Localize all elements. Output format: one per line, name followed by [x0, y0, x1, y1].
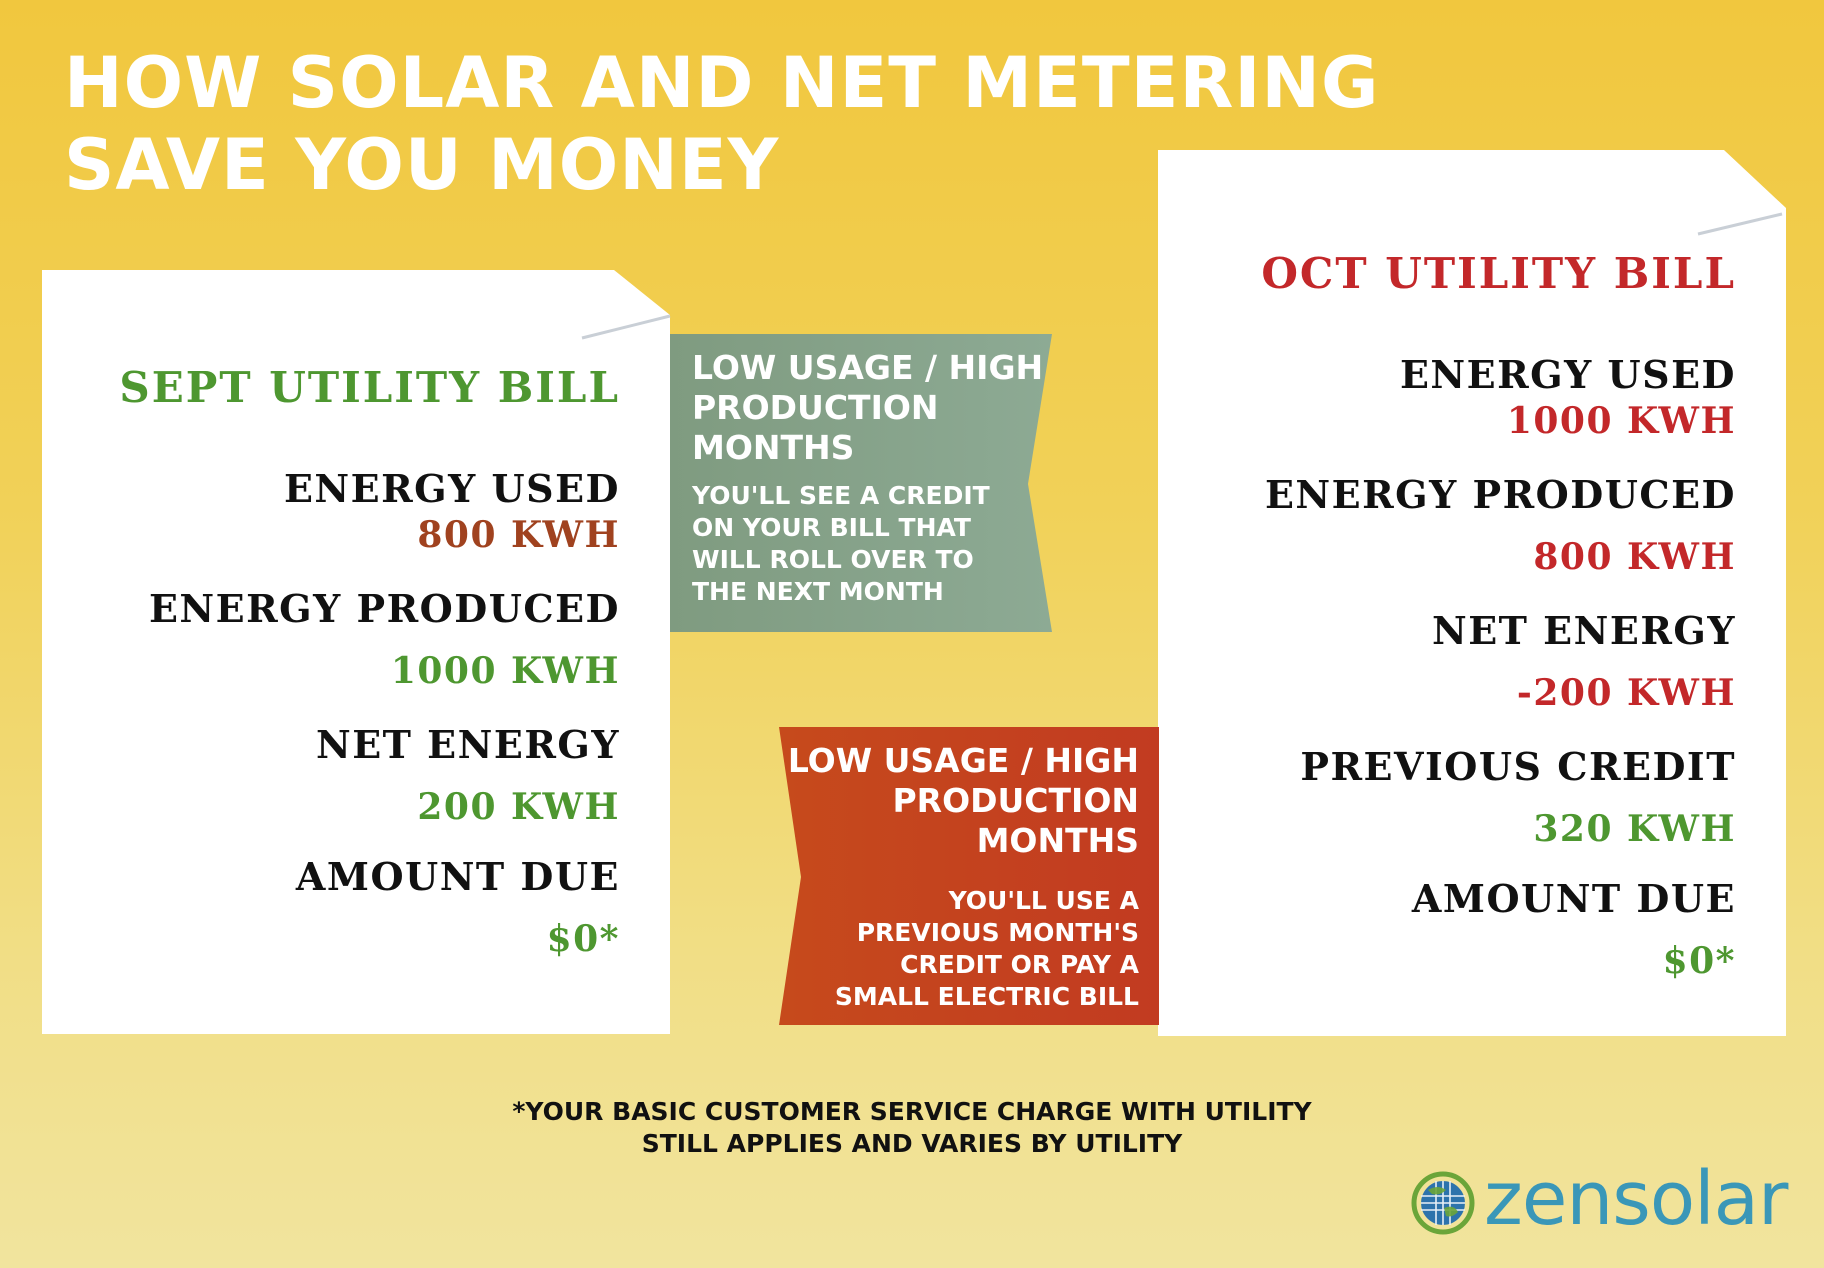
red-banner-heading: LOW USAGE / HIGH PRODUCTION MONTHS — [788, 741, 1139, 861]
oct-bill-card: OCT UTILITY BILL ENERGY USED 1000 KWH EN… — [1158, 150, 1786, 1036]
oct-previous-credit-label: PREVIOUS CREDIT — [1300, 744, 1736, 789]
title-line-2: SAVE YOU MONEY — [64, 124, 780, 206]
use-credit-banner: LOW USAGE / HIGH PRODUCTION MONTHS YOU'L… — [779, 727, 1159, 1025]
red-banner-body-line: SMALL ELECTRIC BILL — [834, 982, 1139, 1011]
green-banner-heading: LOW USAGE / HIGH PRODUCTION MONTHS — [692, 348, 1043, 468]
oct-net-energy-value: -200 KWH — [1516, 672, 1736, 714]
oct-energy-used-label: ENERGY USED — [1399, 352, 1736, 397]
footnote: *YOUR BASIC CUSTOMER SERVICE CHARGE WITH… — [0, 1096, 1824, 1160]
red-banner-body-line: PREVIOUS MONTH'S — [856, 918, 1139, 947]
green-banner-body-line: ON YOUR BILL THAT — [692, 513, 971, 542]
oct-energy-produced-label: ENERGY PRODUCED — [1264, 472, 1736, 517]
footnote-line-2: STILL APPLIES AND VARIES BY UTILITY — [641, 1129, 1183, 1158]
sept-net-energy-value: 200 KWH — [417, 786, 620, 828]
oct-energy-produced-value: 800 KWH — [1533, 536, 1736, 578]
red-banner-body-line: YOU'LL USE A — [948, 886, 1139, 915]
oct-amount-due-value: $0* — [1662, 940, 1736, 982]
sept-energy-used-label: ENERGY USED — [283, 466, 620, 511]
oct-energy-used-value: 1000 KWH — [1506, 400, 1736, 442]
sept-energy-used-value: 800 KWH — [417, 514, 620, 556]
sept-bill-heading: SEPT UTILITY BILL — [119, 363, 620, 412]
oct-bill-heading: OCT UTILITY BILL — [1261, 249, 1736, 298]
red-banner-heading-line: PRODUCTION — [892, 781, 1139, 820]
green-banner-body-line: YOU'LL SEE A CREDIT — [692, 481, 990, 510]
green-banner-body-line: WILL ROLL OVER TO — [692, 545, 974, 574]
red-banner-heading-line: MONTHS — [976, 821, 1139, 860]
sept-net-energy-label: NET ENERGY — [315, 722, 620, 767]
title-line-1: HOW SOLAR AND NET METERING — [64, 42, 1380, 124]
oct-previous-credit-value: 320 KWH — [1533, 808, 1736, 850]
green-banner-body: YOU'LL SEE A CREDIT ON YOUR BILL THAT WI… — [692, 480, 1043, 608]
red-banner-heading-line: LOW USAGE / HIGH — [787, 741, 1139, 780]
zensolar-logo: zensolar — [1410, 1156, 1792, 1246]
credit-rollover-banner: LOW USAGE / HIGH PRODUCTION MONTHS YOU'L… — [670, 334, 1052, 632]
sept-amount-due-value: $0* — [546, 918, 620, 960]
logo-text: zensolar — [1484, 1156, 1788, 1242]
footnote-line-1: *YOUR BASIC CUSTOMER SERVICE CHARGE WITH… — [512, 1097, 1312, 1126]
green-banner-heading-line: LOW USAGE / HIGH — [692, 348, 1044, 387]
red-banner-body: YOU'LL USE A PREVIOUS MONTH'S CREDIT OR … — [788, 885, 1139, 1013]
sept-page-curl-icon — [581, 314, 671, 340]
green-banner-body-line: THE NEXT MONTH — [692, 577, 944, 606]
oct-net-energy-label: NET ENERGY — [1431, 608, 1736, 653]
sept-amount-due-label: AMOUNT DUE — [295, 854, 620, 899]
red-banner-body-line: CREDIT OR PAY A — [900, 950, 1139, 979]
oct-bill-content: OCT UTILITY BILL ENERGY USED 1000 KWH EN… — [1261, 248, 1736, 984]
green-banner-heading-line: PRODUCTION — [692, 388, 939, 427]
sept-bill-content: SEPT UTILITY BILL ENERGY USED 800 KWH EN… — [119, 362, 620, 962]
oct-amount-due-label: AMOUNT DUE — [1411, 876, 1736, 921]
oct-page-curl-icon — [1697, 212, 1783, 236]
page-title: HOW SOLAR AND NET METERING SAVE YOU MONE… — [64, 42, 1379, 206]
globe-solar-icon — [1411, 1171, 1475, 1235]
sept-energy-produced-value: 1000 KWH — [390, 650, 620, 692]
sept-energy-produced-label: ENERGY PRODUCED — [148, 586, 620, 631]
sept-bill-card: SEPT UTILITY BILL ENERGY USED 800 KWH EN… — [42, 270, 670, 1034]
green-banner-heading-line: MONTHS — [692, 428, 855, 467]
